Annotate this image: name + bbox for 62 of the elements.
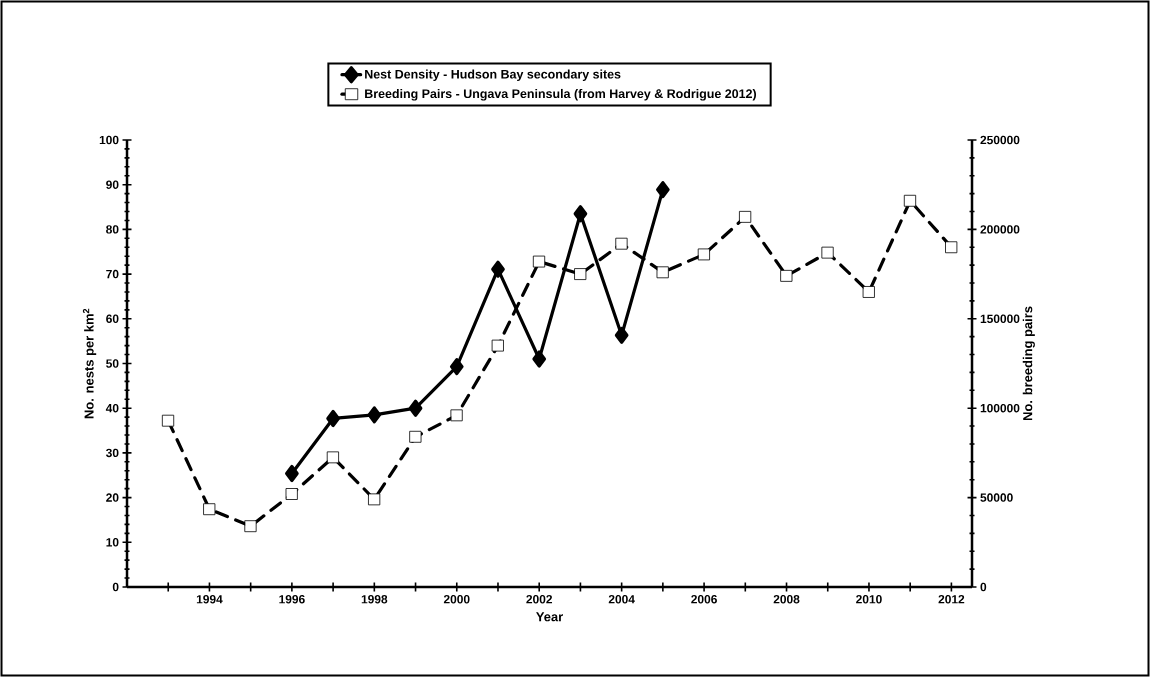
point xyxy=(698,248,710,261)
point xyxy=(326,409,340,428)
x-tick-label: 2002 xyxy=(526,595,553,604)
point xyxy=(244,520,257,533)
x-tick-label: 1996 xyxy=(279,595,305,604)
point xyxy=(327,451,340,464)
x-tick-label: 1998 xyxy=(361,595,388,604)
x-tick-label: 2006 xyxy=(691,595,717,604)
y2-tick-label: 100000 xyxy=(980,403,1020,413)
y2-tick-label: 250000 xyxy=(980,135,1020,145)
point xyxy=(367,406,382,424)
x-axis-title: Year xyxy=(536,612,563,622)
y-tick-label: 100 xyxy=(99,135,119,145)
point xyxy=(656,266,669,279)
legend-label: Nest Density - Hudson Bay secondary sites xyxy=(365,69,621,82)
point xyxy=(945,241,958,254)
point xyxy=(780,269,793,282)
y-tick-label: 70 xyxy=(106,269,119,279)
legend-label: Breeding Pairs - Ungava Peninsula (from Harvey & Rodrigue 2012) xyxy=(365,88,757,101)
y2-tick-label: 0 xyxy=(980,582,987,592)
point xyxy=(285,464,299,483)
point xyxy=(409,430,422,443)
x-tick-label: 2008 xyxy=(773,595,800,604)
y-tick-label: 0 xyxy=(112,582,119,592)
point xyxy=(203,503,216,516)
y-tick-label: 60 xyxy=(106,314,119,324)
y-tick-label: 10 xyxy=(106,538,119,547)
point xyxy=(821,246,834,259)
x-tick-label: 2010 xyxy=(856,595,882,604)
x-tick-label: 2004 xyxy=(608,595,635,604)
point xyxy=(656,181,670,199)
point xyxy=(573,205,588,223)
y-tick-label: 40 xyxy=(105,403,119,413)
y2-axis-title: No. breeding pairs xyxy=(1022,306,1035,421)
point xyxy=(450,409,463,422)
y2-tick-label: 150000 xyxy=(980,314,1020,324)
y2-tick-label: 200000 xyxy=(980,225,1020,234)
point xyxy=(492,339,504,352)
point xyxy=(285,488,298,500)
point xyxy=(449,358,464,376)
y-tick-label: 30 xyxy=(105,448,119,458)
point xyxy=(614,326,629,344)
y-tick-label: 50 xyxy=(106,359,119,368)
point xyxy=(491,260,505,278)
y-tick-label: 80 xyxy=(106,225,119,234)
point xyxy=(863,286,875,298)
y-tick-label: 20 xyxy=(106,493,119,502)
point xyxy=(615,237,628,250)
x-tick-label: 2012 xyxy=(938,595,965,604)
y-tick-label: 90 xyxy=(106,180,119,189)
point xyxy=(904,194,917,207)
y-axis-title: No. nests per km$^{2}$ xyxy=(82,308,97,419)
point xyxy=(408,399,423,417)
y2-tick-label: 50000 xyxy=(980,493,1013,502)
point xyxy=(162,414,175,427)
point xyxy=(533,255,546,268)
point xyxy=(739,210,752,223)
x-tick-label: 1994 xyxy=(196,595,223,604)
point xyxy=(532,350,547,368)
point xyxy=(368,493,381,506)
point xyxy=(574,268,587,280)
x-tick-label: 2000 xyxy=(443,595,470,604)
